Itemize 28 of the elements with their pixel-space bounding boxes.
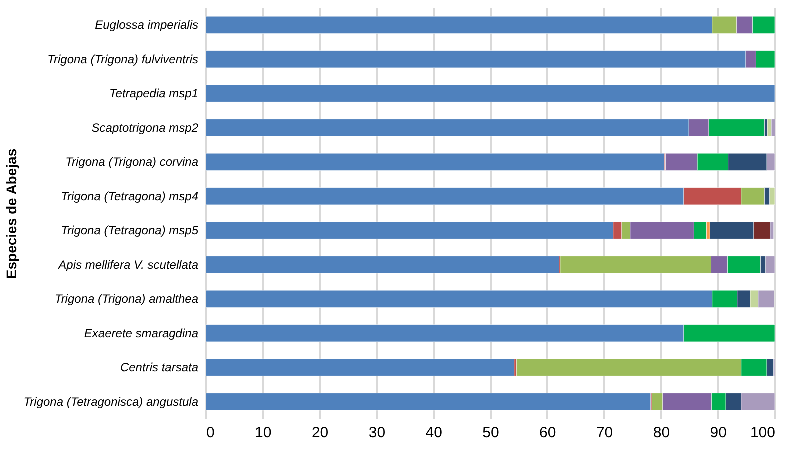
x-tick-label: 0 xyxy=(206,424,215,442)
y-tick-label: Trigona (Tetragonisca) angustula xyxy=(24,394,199,409)
x-tick-label: 50 xyxy=(482,424,500,442)
y-tick-label: Trigona (Trigona) fulviventris xyxy=(48,52,198,66)
y-tick-label: Trigona (Tetragona) msp5 xyxy=(61,224,199,238)
x-tick-label: 30 xyxy=(368,424,386,442)
x-tick-label: 20 xyxy=(312,424,329,442)
y-tick-label: Apis mellifera V. scutellata xyxy=(58,258,199,272)
y-axis-title: Especies de Abejas xyxy=(4,148,20,280)
y-tick-label: Exaerete smaragdina xyxy=(84,326,199,340)
x-tick-label: 90 xyxy=(710,424,727,442)
bar xyxy=(771,119,776,137)
y-tick-label: Scaptotrigona msp2 xyxy=(92,120,199,135)
x-tick-label: 10 xyxy=(255,424,272,442)
bar xyxy=(206,84,776,102)
y-tick-label: Euglossa imperialis xyxy=(95,18,198,32)
bar xyxy=(206,358,515,376)
y-tick-label: Trigona (Tetragona) msp4 xyxy=(61,189,199,204)
y-tick-label: Centris tarsata xyxy=(120,360,199,375)
y-tick-label: Trigona (Trigona) corvina xyxy=(66,155,199,170)
bar xyxy=(767,119,772,137)
x-tick-label: 100 xyxy=(750,424,776,442)
y-tick-label: Tetrapedia msp1 xyxy=(110,86,198,101)
x-tick-label: 40 xyxy=(426,424,442,442)
x-tick-label: 80 xyxy=(653,424,670,442)
y-tick-label: Trigona (Trigona) amalthea xyxy=(54,292,199,306)
x-tick-label: 70 xyxy=(596,424,614,442)
x-tick-label: 60 xyxy=(540,424,556,442)
